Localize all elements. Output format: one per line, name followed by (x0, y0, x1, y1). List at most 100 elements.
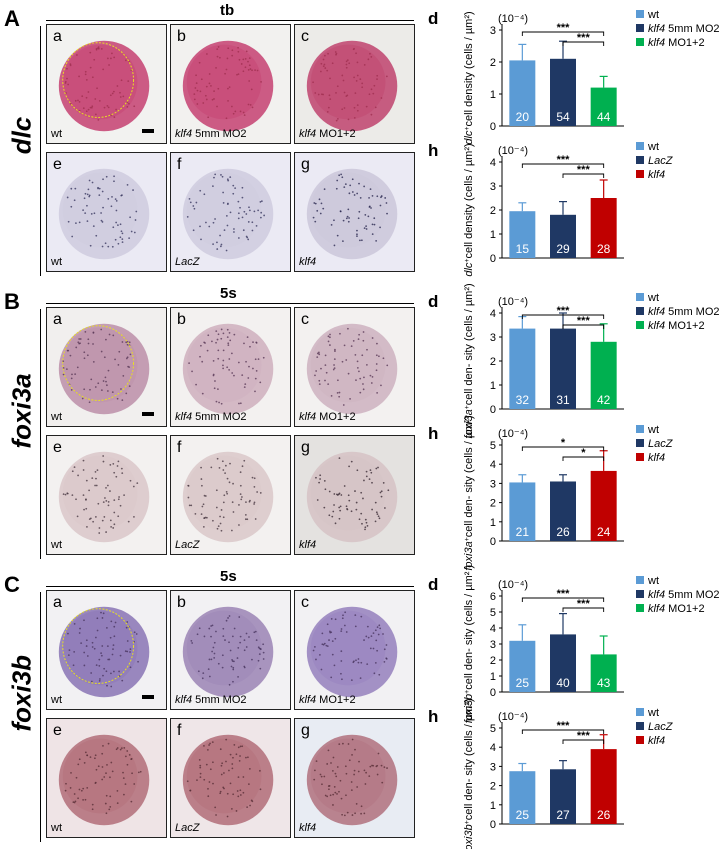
subpanel-letter: a (53, 28, 62, 45)
embryo-image (47, 719, 166, 837)
embryo-image (295, 719, 414, 837)
y-tick-label: 1 (490, 229, 496, 241)
panel-caption: klf4 MO1+2 (299, 128, 356, 140)
y-tick-label: 1 (490, 517, 496, 529)
row-divider (40, 309, 41, 559)
legend-label: klf4 MO1+2 (648, 37, 705, 49)
y-tick-label: 0 (490, 819, 496, 831)
bar-n-label: 24 (597, 525, 611, 539)
embryo-image (47, 25, 166, 143)
legend-swatch (636, 170, 644, 178)
legend-swatch (636, 293, 644, 301)
significance-bracket (562, 324, 605, 329)
embryo-image (295, 308, 414, 426)
bar (590, 749, 617, 824)
bar-n-label: 44 (597, 110, 611, 124)
significance-label: * (561, 437, 566, 449)
embryo-image (171, 719, 290, 837)
panel-caption: LacZ (175, 539, 200, 551)
bar (550, 769, 576, 824)
gene-label: foxi3b (6, 654, 37, 732)
axis-multiplier: (10⁻⁴) (498, 711, 528, 723)
scale-bar (142, 412, 154, 416)
y-tick-label: 1 (490, 800, 496, 812)
legend-swatch (636, 425, 644, 433)
y-axis-gene: foxi3b (463, 694, 475, 723)
embryo-image (295, 153, 414, 271)
bar (509, 771, 536, 824)
y-axis-text: cell den- sity (cells / µm²) (463, 283, 475, 405)
y-tick-label: 1 (490, 671, 496, 683)
panel-letter: h (428, 707, 438, 726)
significance-bracket (562, 607, 605, 612)
y-tick-label: 3 (490, 25, 496, 37)
row-divider (40, 592, 41, 842)
subpanel-letter: g (301, 439, 310, 456)
panel-caption: klf4 5mm MO2 (175, 694, 247, 706)
embryo-image (171, 591, 290, 709)
embryo-panel: g klf4 (294, 152, 415, 272)
significance-bracket (562, 41, 605, 46)
subpanel-letter: c (301, 28, 309, 45)
scale-bar (142, 695, 154, 699)
significance-label: * (581, 447, 586, 459)
bar (590, 470, 617, 541)
embryo-panel: a wt (46, 590, 167, 710)
panel-letter: C (4, 572, 20, 597)
panel-caption: klf4 (299, 256, 317, 268)
legend-swatch (636, 10, 644, 18)
embryo-panel: c klf4 MO1+2 (294, 307, 415, 427)
embryo-image (47, 308, 166, 426)
panel-caption: wt (51, 411, 62, 423)
y-axis-text: cell den- sity (cells / µm²) (463, 415, 475, 537)
axis-multiplier: (10⁻⁴) (498, 428, 528, 440)
subpanel-letter: a (53, 594, 62, 611)
panel-caption: LacZ (175, 822, 200, 834)
axis-multiplier: (10⁻⁴) (498, 145, 528, 157)
bar (590, 654, 617, 692)
significance-bracket (521, 446, 605, 451)
panel-letter: d (428, 292, 438, 311)
legend-label: klf4 5mm MO2 (648, 306, 720, 318)
y-tick-label: 4 (490, 742, 496, 754)
row-divider (40, 26, 41, 276)
bar-n-label: 31 (556, 393, 570, 407)
panel-caption: LacZ (175, 256, 200, 268)
legend-swatch (636, 576, 644, 584)
y-axis-gene: foxi3b (463, 824, 475, 849)
bar-n-label: 54 (556, 110, 570, 124)
embryo-image (47, 591, 166, 709)
bar-chart: d (10⁻⁴) foxi3a+cell den- sity (cells / µm… (428, 283, 727, 438)
bar (590, 87, 617, 126)
panel-caption: wt (51, 539, 62, 551)
y-tick-label: 1 (490, 380, 496, 392)
significance-label: *** (577, 164, 591, 176)
y-axis-gene: foxi3a (463, 541, 475, 570)
panel-caption: wt (51, 694, 62, 706)
legend-swatch (636, 439, 644, 447)
bar-n-label: 42 (597, 393, 611, 407)
y-tick-label: 2 (490, 57, 496, 69)
panel-letter: A (4, 6, 20, 31)
gene-label: dlc (6, 116, 37, 155)
legend-swatch (636, 604, 644, 612)
legend-swatch (636, 307, 644, 315)
subpanel-letter: a (53, 311, 62, 328)
y-tick-label: 2 (490, 498, 496, 510)
y-tick-label: 0 (490, 121, 496, 133)
bar (550, 328, 576, 409)
y-axis-text: cell density (cells / µm²) (463, 143, 475, 258)
embryo-image (171, 153, 290, 271)
embryo-panel: c klf4 MO1+2 (294, 590, 415, 710)
panel-caption: klf4 (299, 822, 317, 834)
panel-letter: d (428, 9, 438, 28)
embryo-image (171, 436, 290, 554)
subpanel-letter: e (53, 439, 62, 456)
significance-bracket (562, 456, 605, 461)
bar (509, 640, 536, 692)
significance-label: *** (577, 32, 591, 44)
y-tick-label: 5 (490, 440, 496, 452)
bar (509, 211, 536, 258)
significance-bracket (521, 597, 605, 602)
subpanel-letter: b (177, 594, 186, 611)
